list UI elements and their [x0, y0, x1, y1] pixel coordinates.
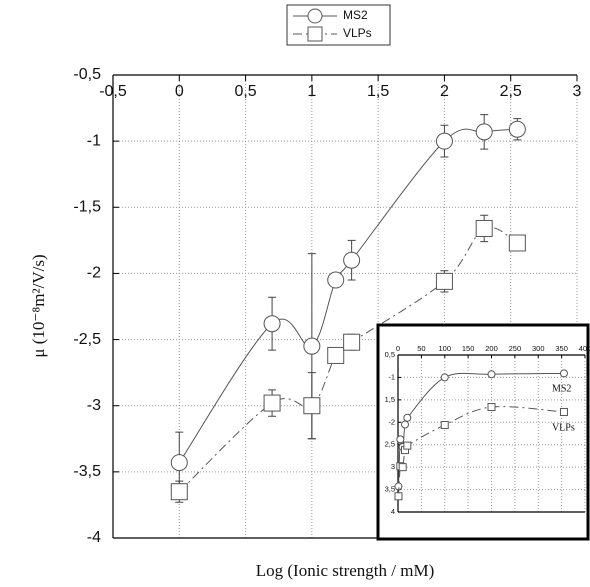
y-tick-label: 3,5	[385, 485, 395, 494]
y-tick-label: 1,5	[385, 395, 395, 404]
y-axis-title: μ (10⁻⁸m²/V/s)	[29, 254, 48, 357]
marker	[327, 346, 345, 364]
y-tick-label: 0,5	[385, 350, 395, 359]
y-tick-label: -3	[87, 397, 101, 414]
marker	[403, 441, 412, 450]
x-tick-label: 400	[579, 344, 590, 353]
x-axis-title: Log (Ionic strength / mM)	[256, 561, 434, 580]
y-tick-label: -1,5	[73, 199, 101, 216]
y-tick-label: -1	[388, 372, 395, 381]
series-label: MS2	[552, 384, 571, 395]
marker	[170, 483, 188, 501]
marker	[394, 492, 403, 501]
y-tick-label: -2,5	[73, 331, 101, 348]
x-tick-label: 2	[440, 83, 449, 100]
y-tick-label: -0,5	[73, 66, 101, 83]
y-tick-label: -3,5	[73, 463, 101, 480]
legend-box	[286, 4, 391, 46]
x-tick-label: 350	[555, 344, 568, 353]
x-tick-label: 2,5	[500, 83, 522, 100]
marker	[396, 435, 405, 444]
x-tick-label: 0	[396, 344, 400, 353]
inset-frame	[376, 323, 590, 541]
marker	[401, 420, 410, 429]
marker	[303, 337, 321, 355]
marker	[327, 271, 345, 289]
marker	[303, 397, 321, 415]
x-tick-label: 100	[438, 344, 451, 353]
marker	[170, 454, 188, 472]
marker	[440, 373, 449, 382]
x-tick-label: 1,5	[367, 83, 389, 100]
x-tick-label: 200	[485, 344, 498, 353]
y-tick-label: 3	[391, 462, 395, 471]
marker	[263, 315, 281, 333]
y-tick-label: -1	[87, 132, 101, 149]
legend-label: VLPs	[343, 26, 372, 40]
marker	[398, 463, 407, 472]
x-tick-label: 300	[532, 344, 545, 353]
marker	[435, 132, 453, 150]
y-tick-label: -2	[388, 417, 395, 426]
marker	[343, 251, 361, 269]
marker	[263, 394, 281, 412]
marker	[508, 120, 526, 138]
marker	[403, 413, 412, 422]
x-tick-label: 0,5	[234, 83, 256, 100]
marker	[475, 123, 493, 141]
x-tick-label: 1	[307, 83, 316, 100]
marker	[440, 420, 449, 429]
x-tick-label: 3	[573, 83, 582, 100]
marker	[487, 403, 496, 412]
marker	[487, 370, 496, 379]
y-tick-label: -4	[87, 529, 101, 546]
x-tick-label: 150	[462, 344, 475, 353]
marker	[559, 369, 568, 378]
series-label: VLPs	[552, 422, 575, 433]
y-tick-label: 2,5	[385, 440, 395, 449]
marker	[508, 234, 526, 252]
x-tick-label: 250	[509, 344, 522, 353]
y-tick-label: -2	[87, 265, 101, 282]
marker	[559, 407, 568, 416]
marker	[475, 219, 493, 237]
y-tick-label: 4	[391, 507, 395, 516]
x-tick-label: 0	[175, 83, 184, 100]
x-tick-label: 50	[417, 344, 425, 353]
marker	[343, 333, 361, 351]
marker	[307, 26, 323, 42]
marker	[435, 272, 453, 290]
marker	[307, 8, 323, 24]
legend-label: MS2	[343, 8, 368, 22]
